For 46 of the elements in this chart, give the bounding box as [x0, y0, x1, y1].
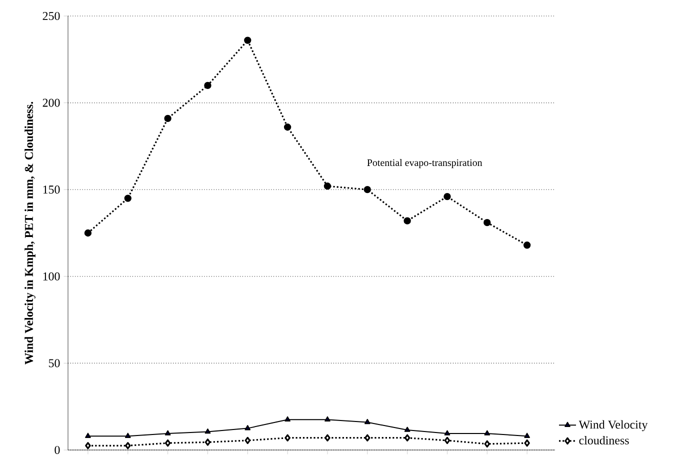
- point: [84, 229, 92, 237]
- point: [124, 442, 131, 450]
- point: [444, 430, 450, 436]
- point: [484, 440, 490, 448]
- point: [164, 439, 171, 447]
- point: [244, 36, 252, 44]
- series-label: Potential evapo-transpiration: [367, 159, 482, 168]
- y-tick-label: 0: [54, 446, 60, 454]
- point: [524, 432, 530, 438]
- point: [164, 114, 172, 122]
- point: [364, 186, 371, 194]
- y-tick-label: 200: [42, 98, 60, 107]
- point: [364, 434, 370, 442]
- point: [124, 194, 132, 202]
- legend-label: Wind Velocity: [578, 420, 648, 432]
- point: [524, 439, 530, 447]
- point: [484, 218, 491, 226]
- point: [204, 82, 212, 90]
- point: [284, 124, 292, 131]
- point: [244, 436, 251, 444]
- point: [324, 416, 330, 422]
- point: [164, 430, 171, 436]
- point: [124, 432, 131, 438]
- point: [204, 438, 211, 446]
- y-axis-title: Wind Velocity in Kmph, PET in mm, & Cloudiness.: [24, 102, 36, 365]
- point: [523, 242, 531, 249]
- point: [444, 192, 451, 200]
- point: [404, 434, 410, 442]
- point: [444, 436, 450, 444]
- y-tick-label: 250: [42, 12, 60, 20]
- y-tick-label: 100: [43, 272, 60, 280]
- point: [484, 430, 490, 436]
- point: [324, 434, 330, 442]
- legend-label: cloudiness: [579, 436, 629, 444]
- point: [324, 182, 332, 190]
- point: [404, 217, 411, 224]
- y-tick-label: 150: [43, 186, 60, 194]
- point: [364, 418, 370, 424]
- y-tick-label: 50: [48, 359, 60, 368]
- point: [85, 442, 91, 450]
- point: [204, 428, 211, 434]
- point: [284, 434, 290, 442]
- point: [404, 426, 410, 432]
- point: [85, 432, 91, 438]
- point: [244, 425, 251, 430]
- point: [284, 416, 290, 422]
